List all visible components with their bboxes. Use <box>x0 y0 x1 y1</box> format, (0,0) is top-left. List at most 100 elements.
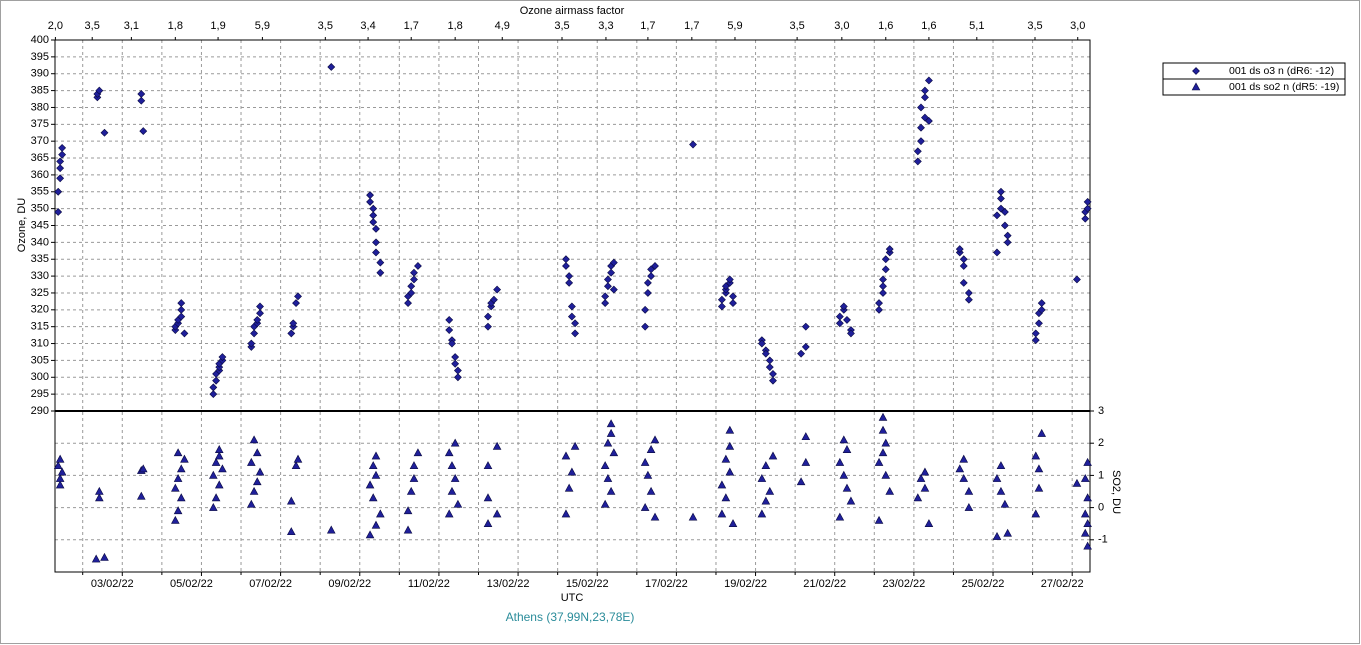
data-point <box>606 419 616 428</box>
data-point <box>640 502 650 511</box>
data-point <box>725 425 735 434</box>
data-point <box>917 103 925 112</box>
data-point <box>209 383 218 392</box>
data-point <box>924 76 933 85</box>
data-point <box>567 312 576 321</box>
data-point <box>600 499 610 508</box>
data-point <box>55 480 65 489</box>
data-point <box>992 531 1002 540</box>
data-point <box>450 438 460 447</box>
data-point <box>55 454 65 463</box>
data-point <box>601 292 610 301</box>
data-point <box>996 486 1006 495</box>
data-point <box>56 174 65 183</box>
data-point <box>100 552 109 561</box>
top-tick-label: 5,9 <box>727 20 742 32</box>
data-point <box>1000 221 1009 230</box>
x-tick-label: 15/02/22 <box>566 578 609 590</box>
data-point <box>996 461 1006 470</box>
data-point <box>757 509 767 518</box>
top-tick-label: 3,5 <box>85 20 100 32</box>
data-point <box>180 454 189 463</box>
top-tick-label: 1,8 <box>168 20 183 32</box>
data-point <box>997 204 1005 213</box>
data-point <box>57 467 67 476</box>
data-point <box>757 473 767 482</box>
top-tick-label: 3,0 <box>834 20 849 32</box>
data-point <box>689 140 697 149</box>
top-tick-label: 3,5 <box>1027 20 1042 32</box>
data-point <box>173 473 183 482</box>
data-point <box>371 451 381 460</box>
data-point <box>721 493 731 502</box>
data-point <box>757 339 766 348</box>
data-point <box>137 96 146 105</box>
data-point <box>1034 464 1044 473</box>
data-point <box>247 339 256 348</box>
data-point <box>717 509 727 518</box>
y-tick-label: 335 <box>31 253 49 265</box>
data-point <box>490 295 498 304</box>
data-point <box>879 289 887 297</box>
data-point <box>493 285 502 294</box>
data-point <box>177 305 186 314</box>
x-tick-label: 21/02/22 <box>803 578 846 590</box>
data-point <box>725 441 735 450</box>
y-tick-label: 350 <box>31 203 49 215</box>
x-tick-label: 23/02/22 <box>882 578 925 590</box>
data-point <box>913 157 922 166</box>
data-point <box>450 473 460 482</box>
data-point <box>647 272 655 281</box>
data-point <box>291 461 301 470</box>
data-point <box>561 451 571 460</box>
data-point <box>1031 509 1041 518</box>
data-point <box>252 448 262 457</box>
data-point <box>209 390 218 399</box>
data-point <box>729 299 737 307</box>
data-point <box>874 457 884 466</box>
data-point <box>91 554 101 563</box>
x-tick-label: 27/02/22 <box>1041 578 1084 590</box>
data-point <box>959 262 968 270</box>
data-point <box>603 473 613 482</box>
top-tick-label: 3,5 <box>318 20 333 32</box>
data-point <box>484 312 492 321</box>
data-point <box>247 457 256 466</box>
data-point <box>413 448 423 457</box>
data-point <box>874 515 884 524</box>
data-point <box>137 90 146 98</box>
top-tick-label: 3,5 <box>789 20 804 32</box>
data-point <box>403 506 413 515</box>
data-point <box>293 454 303 463</box>
data-point <box>651 262 659 270</box>
data-point <box>1073 275 1081 284</box>
legend-label: 001 ds o3 n (dR6: -12) <box>1229 65 1334 77</box>
data-point <box>567 467 577 476</box>
data-point <box>847 329 855 338</box>
data-point <box>835 457 845 466</box>
y-tick-label: 400 <box>31 34 49 46</box>
data-point <box>801 457 811 466</box>
y-tick-label: 385 <box>31 84 49 96</box>
data-point <box>1083 204 1092 213</box>
data-point <box>879 282 887 291</box>
data-point <box>1037 299 1046 307</box>
data-point <box>603 282 612 291</box>
data-point <box>801 342 810 351</box>
data-point <box>997 194 1005 203</box>
y-tick-label: 360 <box>31 169 49 181</box>
data-point <box>407 282 416 291</box>
y2-tick-label: 1 <box>1098 469 1104 481</box>
data-point <box>920 483 930 492</box>
data-point <box>211 493 221 502</box>
data-point <box>214 480 224 489</box>
data-point <box>287 329 296 338</box>
data-point <box>410 275 418 284</box>
data-point <box>607 268 616 277</box>
data-point <box>717 302 726 311</box>
x-tick-label: 19/02/22 <box>724 578 767 590</box>
data-point <box>371 470 381 479</box>
data-point <box>371 520 381 529</box>
y-tick-label: 395 <box>31 51 49 63</box>
